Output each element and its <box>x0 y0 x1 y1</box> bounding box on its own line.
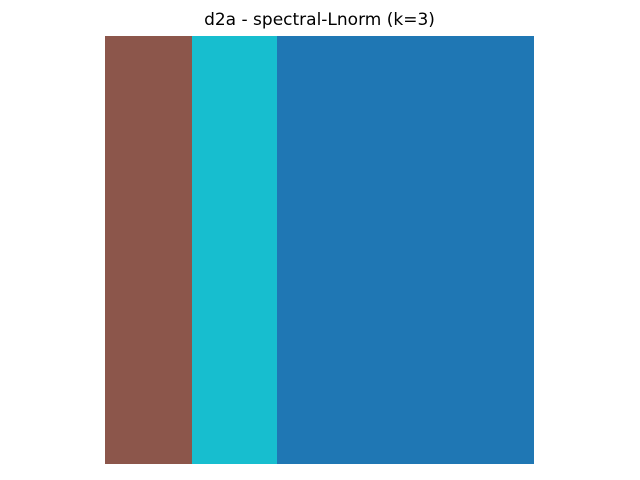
cluster-band-brown <box>105 36 192 464</box>
chart-title: d2a - spectral-Lnorm (k=3) <box>204 10 435 30</box>
cluster-band-blue <box>276 36 534 464</box>
cluster-band-cyan <box>192 36 277 464</box>
plot-area <box>105 36 534 464</box>
